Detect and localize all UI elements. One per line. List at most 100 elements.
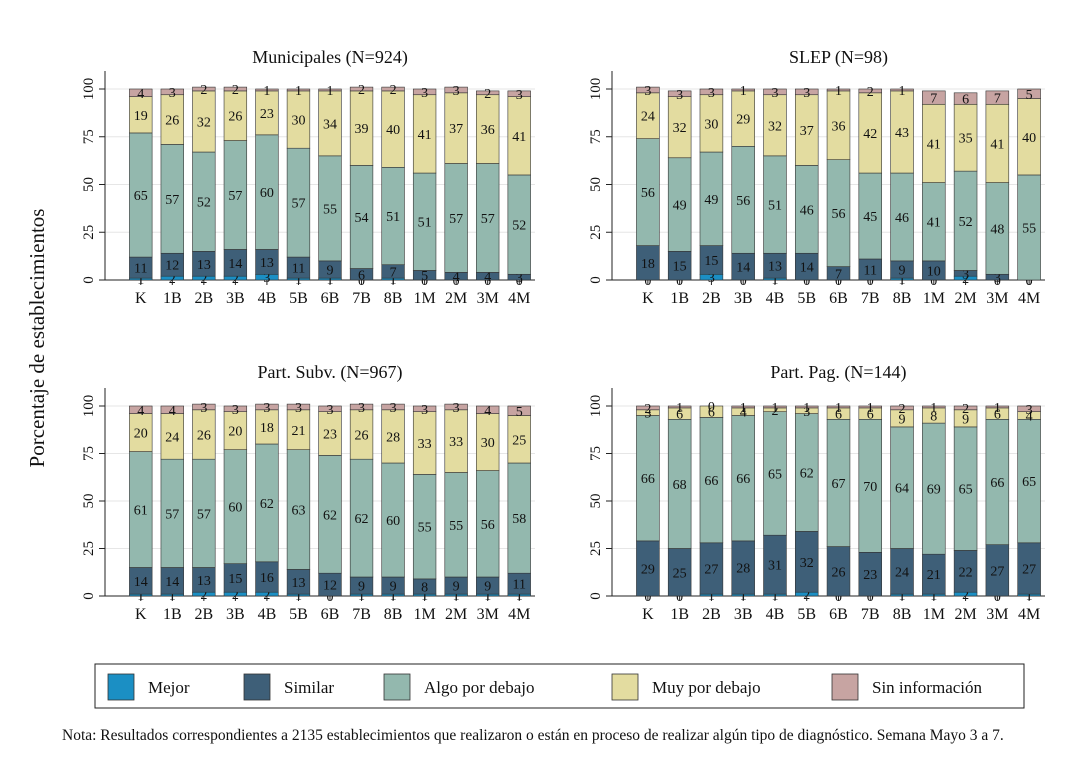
bar-segment-sin-información	[129, 405, 153, 414]
data-label: 3	[994, 271, 1001, 286]
bar-segment-sin-información	[667, 405, 692, 409]
panel-1: Municipales (N=924)025507510011165194K21…	[81, 47, 535, 307]
data-label: 3	[358, 401, 365, 416]
data-label: 51	[768, 199, 782, 214]
data-label: 1	[930, 401, 937, 416]
data-label: 3	[803, 86, 810, 101]
data-label: 37	[800, 124, 814, 139]
x-tick-label: 8B	[893, 606, 912, 623]
data-label: 2	[962, 402, 969, 417]
x-tick-label: 6B	[829, 606, 848, 623]
data-label: 6	[708, 406, 715, 421]
legend-swatch-muy	[611, 673, 639, 701]
data-label: 56	[641, 186, 655, 201]
data-label: 57	[165, 507, 179, 522]
data-label: 3	[390, 401, 397, 416]
data-label: 2	[899, 402, 906, 417]
data-label: 24	[895, 565, 909, 580]
bar-segment-sin-información	[412, 405, 437, 412]
y-tick-label: 0	[81, 592, 97, 600]
x-tick-label: 1M	[923, 290, 945, 307]
data-label: 36	[832, 119, 846, 134]
x-tick-label: 1M	[413, 290, 435, 307]
y-tick-label: 75	[588, 129, 604, 144]
x-tick-label: 2M	[445, 290, 467, 307]
data-label: 3	[421, 86, 428, 101]
data-label: 6	[962, 93, 969, 108]
x-tick-label: 1B	[163, 606, 182, 623]
data-label: 55	[1022, 221, 1036, 236]
data-label: 3	[200, 401, 207, 416]
data-label: 11	[512, 578, 525, 593]
data-label: 46	[895, 211, 909, 226]
bar-segment-sin-información	[349, 403, 374, 411]
data-label: 12	[165, 259, 179, 274]
data-label: 55	[418, 521, 432, 536]
data-label: 2	[484, 87, 491, 102]
data-label: 9	[358, 580, 365, 595]
data-label: 2	[263, 588, 270, 603]
data-label: 55	[449, 519, 463, 534]
data-label: 6	[867, 408, 874, 423]
data-label: 2	[232, 588, 239, 603]
data-label: 2	[803, 588, 810, 603]
data-label: 23	[260, 107, 274, 122]
bar-segment-sin-información	[286, 403, 311, 411]
data-label: 32	[197, 115, 211, 130]
bar-segment-sin-información	[794, 405, 819, 409]
chart-panels: Municipales (N=924)025507510011165194K21…	[81, 47, 1045, 623]
panel-2: SLEP (N=98)025507510001856243K015493231B…	[588, 47, 1045, 307]
bar-segment-sin-información	[985, 90, 1010, 105]
data-label: 57	[165, 193, 179, 208]
data-label: 3	[644, 84, 651, 99]
data-label: 1	[803, 401, 810, 416]
data-label: 13	[197, 258, 211, 273]
data-label: 63	[291, 504, 305, 519]
bar-segment-sin-información	[985, 405, 1010, 409]
x-tick-label: 4B	[258, 290, 277, 307]
data-label: 1	[295, 84, 302, 99]
data-label: 1	[867, 401, 874, 416]
data-label: 4	[169, 404, 176, 419]
bar-segment-sin-información	[223, 86, 248, 92]
data-label: 3	[453, 401, 460, 416]
data-label: 1	[327, 84, 334, 99]
data-label: 34	[323, 117, 337, 132]
y-tick-label: 25	[588, 541, 604, 556]
data-label: 7	[835, 267, 842, 282]
data-label: 70	[863, 480, 877, 495]
data-label: 32	[800, 556, 814, 571]
y-tick-label: 0	[588, 592, 604, 600]
data-label: 57	[291, 197, 305, 212]
data-label: 15	[673, 260, 687, 275]
x-tick-label: 3B	[734, 290, 753, 307]
data-label: 3	[708, 86, 715, 101]
data-label: 67	[832, 477, 846, 492]
data-label: 57	[449, 212, 463, 227]
data-label: 54	[355, 211, 369, 226]
y-tick-label: 75	[81, 129, 97, 144]
data-label: 3	[803, 405, 810, 420]
data-label: 3	[676, 88, 683, 103]
data-label: 27	[990, 564, 1004, 579]
x-tick-label: 1M	[413, 606, 435, 623]
data-label: 2	[232, 272, 239, 287]
bar-segment-sin-información	[286, 88, 311, 92]
legend-swatch-algo	[383, 673, 411, 701]
legend-label-sin: Sin información	[872, 678, 983, 697]
data-label: 52	[197, 196, 211, 211]
x-tick-label: 4B	[258, 606, 277, 623]
data-label: 4	[453, 270, 460, 285]
data-label: 2	[962, 272, 969, 287]
data-label: 51	[418, 216, 432, 231]
bar-segment-sin-información	[731, 88, 755, 92]
x-tick-label: K	[642, 290, 654, 307]
y-tick-label: 25	[588, 225, 604, 240]
bar-segment-sin-información	[160, 88, 184, 96]
data-label: 2	[200, 588, 207, 603]
y-tick-label: 100	[588, 395, 604, 418]
bar-segment-sin-información	[255, 88, 279, 92]
data-label: 56	[481, 518, 495, 533]
legend-label-algo: Algo por debajo	[424, 678, 534, 697]
data-label: 52	[959, 215, 973, 230]
